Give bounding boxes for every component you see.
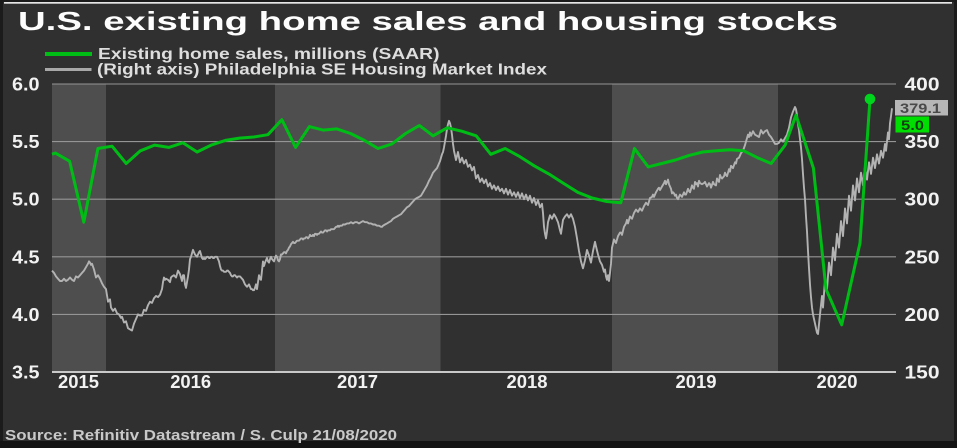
svg-text:2020: 2020 — [817, 371, 858, 392]
svg-text:2019: 2019 — [676, 371, 717, 392]
svg-text:300: 300 — [905, 189, 940, 210]
svg-text:4.0: 4.0 — [12, 304, 40, 325]
svg-text:5.5: 5.5 — [12, 131, 40, 152]
svg-text:4.5: 4.5 — [12, 246, 40, 267]
svg-text:5.0: 5.0 — [901, 117, 924, 133]
svg-text:2016: 2016 — [170, 371, 211, 392]
svg-text:6.0: 6.0 — [12, 74, 40, 95]
svg-text:200: 200 — [905, 304, 940, 325]
svg-text:379.1: 379.1 — [900, 100, 941, 116]
svg-text:150: 150 — [905, 362, 940, 383]
svg-text:5.0: 5.0 — [12, 189, 40, 210]
svg-text:350: 350 — [905, 131, 940, 152]
svg-text:3.5: 3.5 — [12, 362, 40, 383]
svg-text:2017: 2017 — [337, 371, 378, 392]
svg-text:Source: Refinitiv Datastream /: Source: Refinitiv Datastream / S. Culp 2… — [5, 428, 397, 444]
svg-text:2018: 2018 — [507, 371, 548, 392]
svg-text:U.S. existing home sales and h: U.S. existing home sales and housing sto… — [18, 6, 838, 36]
svg-text:(Right axis) Philadelphia SE H: (Right axis) Philadelphia SE Housing Mar… — [97, 62, 547, 79]
svg-text:400: 400 — [905, 74, 940, 95]
svg-text:250: 250 — [905, 246, 940, 267]
svg-text:Existing home sales, millions: Existing home sales, millions (SAAR) — [98, 46, 439, 63]
svg-text:2015: 2015 — [58, 371, 99, 392]
